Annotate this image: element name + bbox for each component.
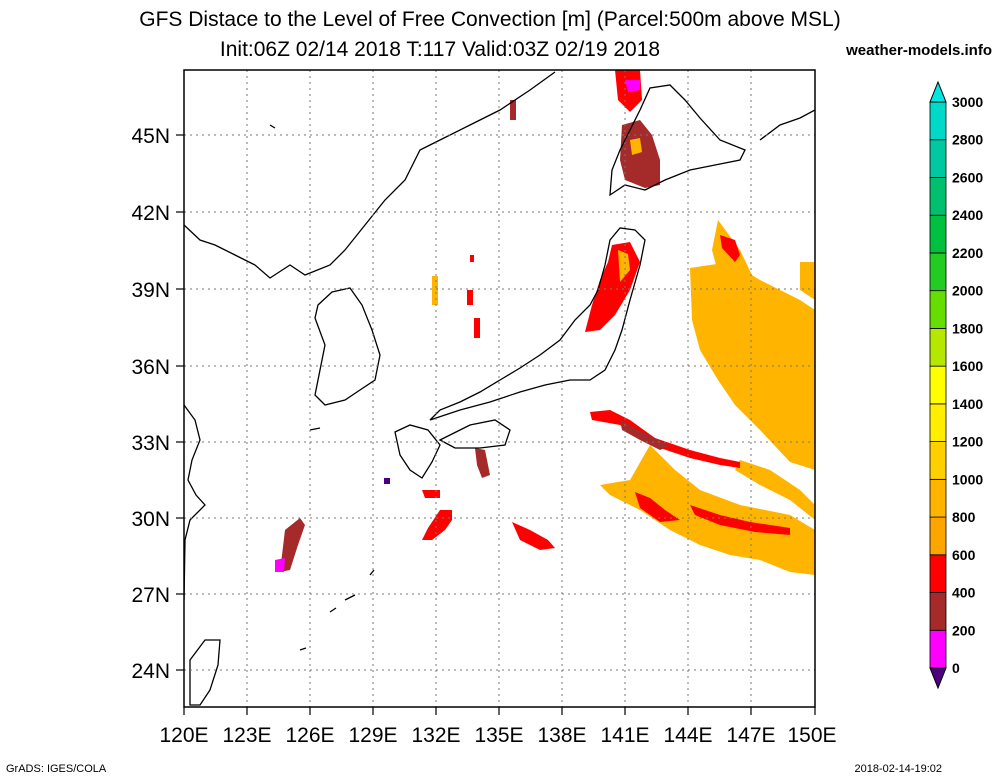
lat-label: 27N	[131, 584, 170, 607]
colorbar-over-triangle	[929, 80, 947, 103]
lon-label: 135E	[474, 724, 523, 747]
lon-label: 138E	[537, 724, 586, 747]
colorbar-swatch	[929, 441, 947, 480]
colorbar-label: 1600	[952, 358, 983, 374]
colorbar-label: 1800	[952, 320, 983, 336]
credit-label: GrADS: IGES/COLA	[6, 763, 107, 775]
colorbar-swatch	[929, 629, 947, 669]
colorbar-label: 800	[952, 509, 976, 525]
colorbar-label: 0	[952, 660, 960, 676]
lon-label: 132E	[411, 724, 460, 747]
site-label: weather-models.info	[846, 42, 992, 59]
colorbar-swatch	[929, 290, 947, 329]
timestamp-label: 2018-02-14-19:02	[854, 763, 942, 775]
lon-axis: 120E 123E 126E 129E 132E 135E 138E 141E …	[159, 724, 836, 747]
lon-label: 123E	[222, 724, 271, 747]
lon-label: 141E	[600, 724, 649, 747]
colorbar-swatch	[929, 139, 947, 178]
lon-label: 144E	[663, 724, 712, 747]
colorbar-label: 2400	[952, 207, 983, 223]
colorbar-label: 1400	[952, 396, 983, 412]
lat-axis: 45N 42N 39N 36N 33N 30N 27N 24N	[131, 125, 170, 683]
colorbar-label: 2000	[952, 283, 983, 299]
colorbar-label: 400	[952, 585, 976, 601]
colorbar-swatch	[929, 365, 947, 405]
colorbar-swatch	[929, 478, 947, 518]
colorbar-label: 1000	[952, 471, 983, 487]
lat-label: 24N	[131, 660, 170, 683]
title-line-2: Init:06Z 02/14 2018 T:117 Valid:03Z 02/1…	[219, 38, 661, 61]
lfc-field	[275, 70, 815, 575]
grid-lines	[184, 70, 815, 707]
colorbar-swatch	[929, 592, 947, 631]
lat-label: 39N	[131, 279, 170, 302]
colorbar-label: 3000	[952, 94, 983, 110]
lon-label: 150E	[787, 724, 836, 747]
lat-label: 42N	[131, 202, 170, 225]
colorbar-swatch	[929, 177, 947, 216]
lon-label: 147E	[726, 724, 775, 747]
colorbar-swatch	[929, 252, 947, 292]
lat-label: 30N	[131, 508, 170, 531]
colorbar-swatch	[929, 403, 947, 443]
lon-label: 126E	[285, 724, 334, 747]
lon-label: 129E	[348, 724, 397, 747]
colorbar-label: 2200	[952, 245, 983, 261]
lat-label: 45N	[131, 125, 170, 148]
colorbar-label: 1200	[952, 434, 983, 450]
title-line-1: GFS Distace to the Level of Free Convect…	[139, 8, 841, 31]
axis-ticks	[176, 134, 816, 715]
colorbar-swatch	[929, 101, 947, 141]
lat-label: 36N	[131, 356, 170, 379]
colorbar: 0 200 400 600 800 1000 1200 1400 1600 1800 2000 220…	[929, 80, 983, 690]
colorbar-label: 2600	[952, 169, 983, 185]
colorbar-swatch	[929, 327, 947, 367]
colorbar-swatch	[929, 214, 947, 254]
lat-label: 33N	[131, 432, 170, 455]
colorbar-swatch	[929, 516, 947, 556]
colorbar-under-triangle	[929, 667, 947, 690]
coastlines	[184, 71, 815, 706]
colorbar-swatch	[929, 554, 947, 593]
colorbar-label: 600	[952, 547, 976, 563]
colorbar-label: 2800	[952, 132, 983, 148]
colorbar-label: 200	[952, 622, 976, 638]
lon-label: 120E	[159, 724, 208, 747]
